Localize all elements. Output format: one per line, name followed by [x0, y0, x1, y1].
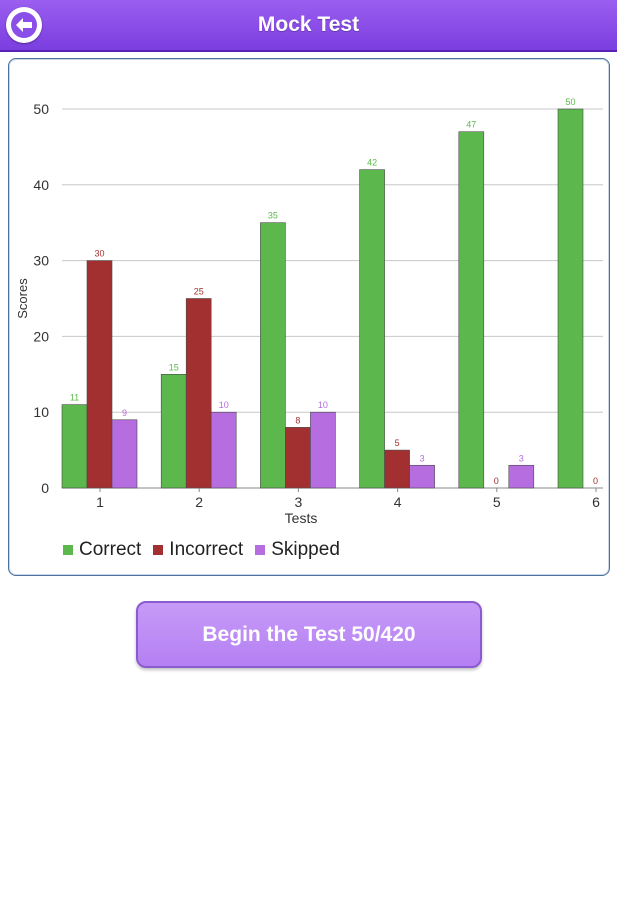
y-axis-label: Scores — [15, 278, 30, 319]
data-label: 3 — [420, 453, 425, 463]
back-button[interactable] — [6, 7, 42, 43]
data-label: 3 — [519, 453, 524, 463]
x-tick-label: 3 — [295, 494, 303, 510]
bar-skipped — [111, 419, 138, 489]
legend-swatch — [153, 545, 164, 555]
data-label: 42 — [367, 158, 377, 168]
x-tick-label: 4 — [394, 494, 402, 510]
header-bar: Mock Test — [0, 0, 617, 52]
bar-incorrect — [285, 427, 311, 489]
y-tick-label: 40 — [33, 177, 49, 193]
data-label: 0 — [494, 476, 499, 486]
data-label: 15 — [169, 362, 179, 372]
legend-item-skipped: Skipped — [255, 539, 340, 561]
data-label: 25 — [194, 287, 204, 297]
data-label: 10 — [318, 400, 328, 410]
begin-test-button[interactable]: Begin the Test 50/420 — [136, 601, 482, 668]
y-tick-label: 20 — [33, 328, 49, 344]
data-label: 11 — [70, 393, 79, 403]
legend-item-correct: Correct — [63, 539, 141, 561]
x-tick-label: 5 — [493, 494, 501, 510]
chart-legend: Correct Incorrect Skipped — [63, 539, 352, 561]
bar-correct — [458, 131, 485, 489]
page-title: Mock Test — [257, 13, 360, 36]
legend-label: Incorrect — [169, 539, 244, 560]
bar-correct — [61, 404, 88, 489]
x-axis-label: Tests — [285, 510, 318, 526]
bar-incorrect — [86, 260, 113, 489]
data-label: 35 — [268, 211, 278, 221]
y-tick-label: 30 — [33, 253, 49, 269]
data-label: 47 — [466, 120, 476, 130]
back-arrow-icon — [11, 12, 37, 38]
x-tick-label: 1 — [96, 494, 104, 510]
data-label: 8 — [295, 415, 300, 425]
legend-item-incorrect: Incorrect — [153, 539, 243, 561]
legend-label: Skipped — [271, 539, 340, 560]
data-label: 50 — [565, 97, 575, 107]
bar-incorrect — [384, 449, 410, 489]
y-tick-label: 50 — [33, 101, 49, 117]
y-tick-label: 0 — [41, 480, 49, 496]
legend-label: Correct — [79, 539, 142, 560]
bar-chart: 01020304050Scores11309115251023581034253… — [15, 97, 603, 526]
x-tick-label: 2 — [195, 494, 203, 510]
data-label: 30 — [94, 249, 104, 259]
x-tick-label: 6 — [592, 494, 600, 510]
bar-skipped — [508, 464, 535, 489]
legend-swatch — [63, 545, 73, 555]
y-tick-label: 10 — [33, 404, 49, 420]
bar-skipped — [310, 411, 336, 489]
bar-skipped — [409, 464, 435, 489]
data-label: 5 — [395, 438, 400, 448]
bar-incorrect — [185, 298, 212, 489]
bar-skipped — [210, 411, 237, 489]
chart-card: 0 10 20 30 40 50 Scores 11 30 9 1 15 25 10 2 35 8 10 3 42 5 3… — [8, 58, 610, 576]
data-label: 0 — [593, 476, 598, 486]
bar-correct — [160, 373, 187, 489]
data-label: 10 — [219, 400, 229, 410]
bar-correct — [557, 108, 584, 489]
bar-correct — [260, 222, 286, 489]
legend-swatch — [255, 545, 266, 555]
bar-correct — [359, 169, 385, 489]
data-label: 9 — [122, 408, 127, 418]
